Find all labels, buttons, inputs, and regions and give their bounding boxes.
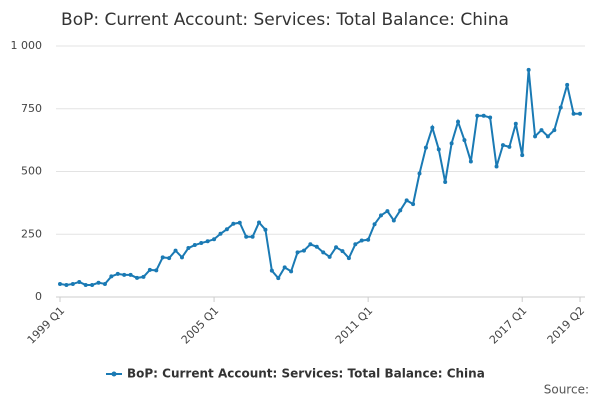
legend-label: BoP: Current Account: Services: Total Ba… bbox=[127, 367, 485, 381]
data-point bbox=[565, 82, 570, 87]
data-point bbox=[237, 220, 242, 225]
data-point bbox=[359, 238, 364, 243]
data-point bbox=[231, 221, 236, 226]
data-point bbox=[372, 222, 377, 227]
data-point bbox=[449, 141, 454, 146]
data-point bbox=[244, 234, 249, 239]
x-tick-label: 2005 Q1 bbox=[179, 304, 222, 347]
data-point bbox=[90, 282, 95, 287]
data-point bbox=[83, 282, 88, 287]
data-point bbox=[64, 282, 69, 287]
data-point bbox=[154, 268, 159, 273]
data-point bbox=[141, 274, 146, 279]
data-point bbox=[507, 144, 512, 149]
data-point bbox=[423, 145, 428, 150]
data-point bbox=[385, 209, 390, 214]
data-point bbox=[250, 234, 255, 239]
data-point bbox=[77, 279, 82, 284]
data-point bbox=[122, 272, 127, 277]
data-point bbox=[205, 239, 210, 244]
data-point bbox=[443, 180, 448, 185]
x-tick-label: 2019 Q2 bbox=[545, 304, 588, 347]
data-point bbox=[404, 198, 409, 203]
data-point bbox=[263, 227, 268, 232]
data-point bbox=[391, 218, 396, 223]
data-point bbox=[96, 280, 101, 285]
data-point bbox=[321, 250, 326, 255]
y-tick-label: 1 000 bbox=[11, 39, 43, 52]
data-point bbox=[192, 243, 197, 248]
data-point bbox=[475, 113, 480, 118]
y-tick-label: 500 bbox=[21, 165, 42, 178]
data-point bbox=[289, 269, 294, 274]
data-point bbox=[468, 159, 473, 164]
source: Source: bbox=[544, 383, 589, 397]
data-point bbox=[488, 115, 493, 120]
data-point bbox=[327, 254, 332, 259]
data-point bbox=[552, 128, 557, 133]
chart-title: BoP: Current Account: Services: Total Ba… bbox=[61, 10, 509, 30]
data-point bbox=[276, 276, 281, 281]
data-point bbox=[160, 255, 165, 260]
data-point bbox=[513, 121, 518, 126]
data-point bbox=[212, 237, 217, 242]
data-point bbox=[378, 213, 383, 218]
data-point bbox=[334, 245, 339, 250]
series-line bbox=[59, 69, 580, 286]
data-point bbox=[147, 267, 152, 272]
data-point bbox=[173, 248, 178, 253]
data-point bbox=[545, 134, 550, 139]
data-point bbox=[186, 246, 191, 251]
data-point bbox=[109, 274, 114, 279]
data-point bbox=[102, 281, 107, 286]
data-point bbox=[462, 138, 467, 143]
x-tick-label: 2017 Q1 bbox=[487, 304, 530, 347]
data-point bbox=[314, 244, 319, 249]
data-point bbox=[494, 164, 499, 169]
data-point bbox=[58, 281, 62, 286]
data-point bbox=[115, 271, 120, 276]
data-point bbox=[128, 272, 133, 277]
data-point bbox=[533, 134, 538, 139]
data-point bbox=[571, 111, 576, 116]
data-point bbox=[135, 275, 140, 280]
data-point bbox=[353, 242, 358, 247]
data-point bbox=[257, 220, 262, 225]
data-point bbox=[436, 147, 441, 152]
data-point bbox=[218, 231, 223, 236]
data-point bbox=[199, 241, 204, 246]
data-point bbox=[526, 67, 531, 72]
data-point bbox=[417, 171, 422, 176]
x-tick-label: 1999 Q1 bbox=[25, 304, 68, 347]
data-point bbox=[558, 105, 563, 110]
data-point bbox=[430, 125, 435, 130]
data-point bbox=[578, 111, 582, 116]
data-point bbox=[411, 202, 416, 207]
data-point bbox=[366, 237, 371, 242]
data-point bbox=[224, 227, 229, 232]
data-point bbox=[295, 250, 300, 255]
data-point bbox=[346, 256, 351, 261]
data-point bbox=[539, 128, 544, 133]
data-point bbox=[398, 208, 403, 213]
data-point bbox=[308, 242, 313, 247]
data-point bbox=[456, 119, 461, 124]
data-point bbox=[340, 249, 345, 254]
data-point bbox=[179, 255, 184, 260]
data-point bbox=[520, 153, 525, 158]
legend-marker bbox=[111, 371, 117, 377]
y-tick-label: 750 bbox=[21, 102, 42, 115]
data-point bbox=[481, 113, 486, 118]
data-point bbox=[167, 256, 172, 261]
data-point bbox=[282, 265, 287, 270]
x-tick-label: 2011 Q1 bbox=[333, 304, 376, 347]
data-point bbox=[70, 281, 75, 286]
y-tick-label: 250 bbox=[21, 227, 42, 240]
data-point bbox=[301, 248, 306, 253]
y-tick-label: 0 bbox=[35, 290, 42, 303]
data-point bbox=[500, 143, 505, 148]
legend: BoP: Current Account: Services: Total Ba… bbox=[106, 367, 485, 381]
data-point bbox=[269, 268, 274, 273]
